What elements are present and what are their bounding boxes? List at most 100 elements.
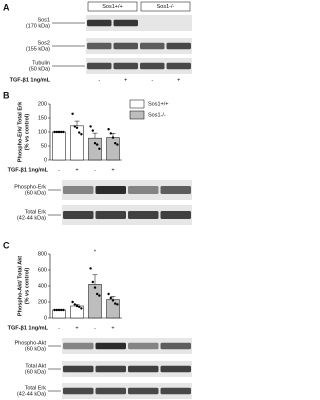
bar <box>70 125 84 161</box>
blot-strip <box>62 205 192 225</box>
treatment-sign: - <box>98 77 100 83</box>
bar <box>88 284 102 319</box>
blot-band <box>95 365 126 373</box>
data-point <box>80 133 83 136</box>
bar <box>106 299 120 319</box>
y-tick-label: 200 <box>38 101 47 107</box>
blot-strip <box>62 383 192 399</box>
legend-label: Sos1-/- <box>148 112 166 118</box>
y-tick-label: 600 <box>38 267 47 273</box>
blot-band <box>160 211 191 219</box>
y-tick-label: 0 <box>44 315 47 321</box>
blot-label: Phospho-Erk <box>14 184 46 190</box>
x-tick-label: + <box>111 325 114 331</box>
x-tick-label: + <box>75 325 78 331</box>
blot-strip <box>62 361 192 377</box>
error-bar <box>92 274 98 285</box>
blot-strip <box>62 180 192 200</box>
y-axis-label: Phospho-Erk/ Total Erk <box>17 101 23 162</box>
blot-label: (155 kDa) <box>26 47 50 53</box>
data-point <box>62 130 65 134</box>
bar <box>52 309 66 319</box>
blot-label: Total Erk <box>25 209 47 215</box>
data-point <box>111 299 115 302</box>
data-point <box>71 300 74 304</box>
blot-band <box>95 342 126 350</box>
data-point <box>89 267 92 270</box>
x-tick-label: - <box>58 167 60 173</box>
data-point <box>78 131 81 134</box>
blot-band <box>63 342 94 350</box>
data-point <box>109 296 113 300</box>
genotype-label: Sos1+/+ <box>102 4 123 10</box>
data-point <box>53 130 56 134</box>
data-point <box>111 136 115 139</box>
blot-band <box>63 387 94 395</box>
legend-swatch <box>129 99 145 109</box>
blot-label: Total Akt <box>25 363 46 369</box>
data-point <box>60 130 63 134</box>
y-tick-label: 150 <box>38 115 47 121</box>
data-point <box>78 305 81 308</box>
blot-band <box>140 62 165 70</box>
blot-strip <box>86 38 192 54</box>
blot-label: Tubulin <box>32 60 50 66</box>
data-point <box>93 142 97 145</box>
data-point <box>80 307 83 310</box>
data-point <box>75 126 79 129</box>
blot-band <box>128 342 159 350</box>
data-point <box>60 308 63 312</box>
blot-label: (60 kDa) <box>25 370 46 376</box>
data-point <box>98 294 101 297</box>
blot-band <box>87 42 112 50</box>
blot-band <box>140 42 165 50</box>
legend-label: Sos1+/+ <box>148 101 169 107</box>
data-point <box>75 304 79 308</box>
data-point <box>73 125 77 128</box>
data-point <box>107 292 110 296</box>
treatment-label: TGF-β1 1ng/mL <box>8 325 49 331</box>
blot-band <box>166 62 191 70</box>
treatment-sign: + <box>177 77 180 83</box>
blot-band <box>87 62 112 70</box>
y-axis-label: (% vs control) <box>24 268 30 305</box>
y-tick-label: 800 <box>38 251 47 257</box>
blot-label: Total Erk <box>25 385 47 391</box>
treatment-label: TGF-β1 1ng/mL <box>10 77 51 83</box>
data-point <box>114 142 117 145</box>
data-point <box>98 147 101 150</box>
genotype-label: Sos1-/- <box>157 4 175 10</box>
data-point <box>96 143 99 146</box>
significance: * <box>94 249 97 255</box>
blot-strip <box>86 15 192 31</box>
blot-band <box>87 19 112 27</box>
data-point <box>55 308 58 312</box>
blot-band <box>166 42 191 50</box>
data-point <box>93 286 97 289</box>
blot-band <box>113 42 138 50</box>
data-point <box>96 292 99 296</box>
treatment-label: TGF-β1 1ng/mL <box>8 167 49 173</box>
x-tick-label: - <box>94 325 96 331</box>
x-tick-label: - <box>58 325 60 331</box>
blot-band <box>160 387 191 395</box>
blot-strip <box>86 58 192 74</box>
blot-band <box>113 19 138 27</box>
error-bar <box>110 296 116 300</box>
data-point <box>89 125 92 128</box>
data-point <box>55 130 58 134</box>
data-point <box>57 130 61 134</box>
y-axis-label: Phospho-Akt/ Total Akt <box>17 256 23 316</box>
panel-label: A <box>3 2 10 12</box>
blot-label: (60 kDa) <box>25 347 46 353</box>
genotype-box <box>140 1 191 12</box>
blot-label: (50 kDa) <box>29 67 50 73</box>
blot-band <box>63 365 94 373</box>
blot-band <box>63 211 94 219</box>
data-point <box>114 302 117 305</box>
y-tick-label: 400 <box>38 283 47 289</box>
bar <box>106 137 120 161</box>
data-point <box>91 129 95 132</box>
blot-band <box>95 186 126 194</box>
blot-label: (170 kDa) <box>26 24 50 30</box>
